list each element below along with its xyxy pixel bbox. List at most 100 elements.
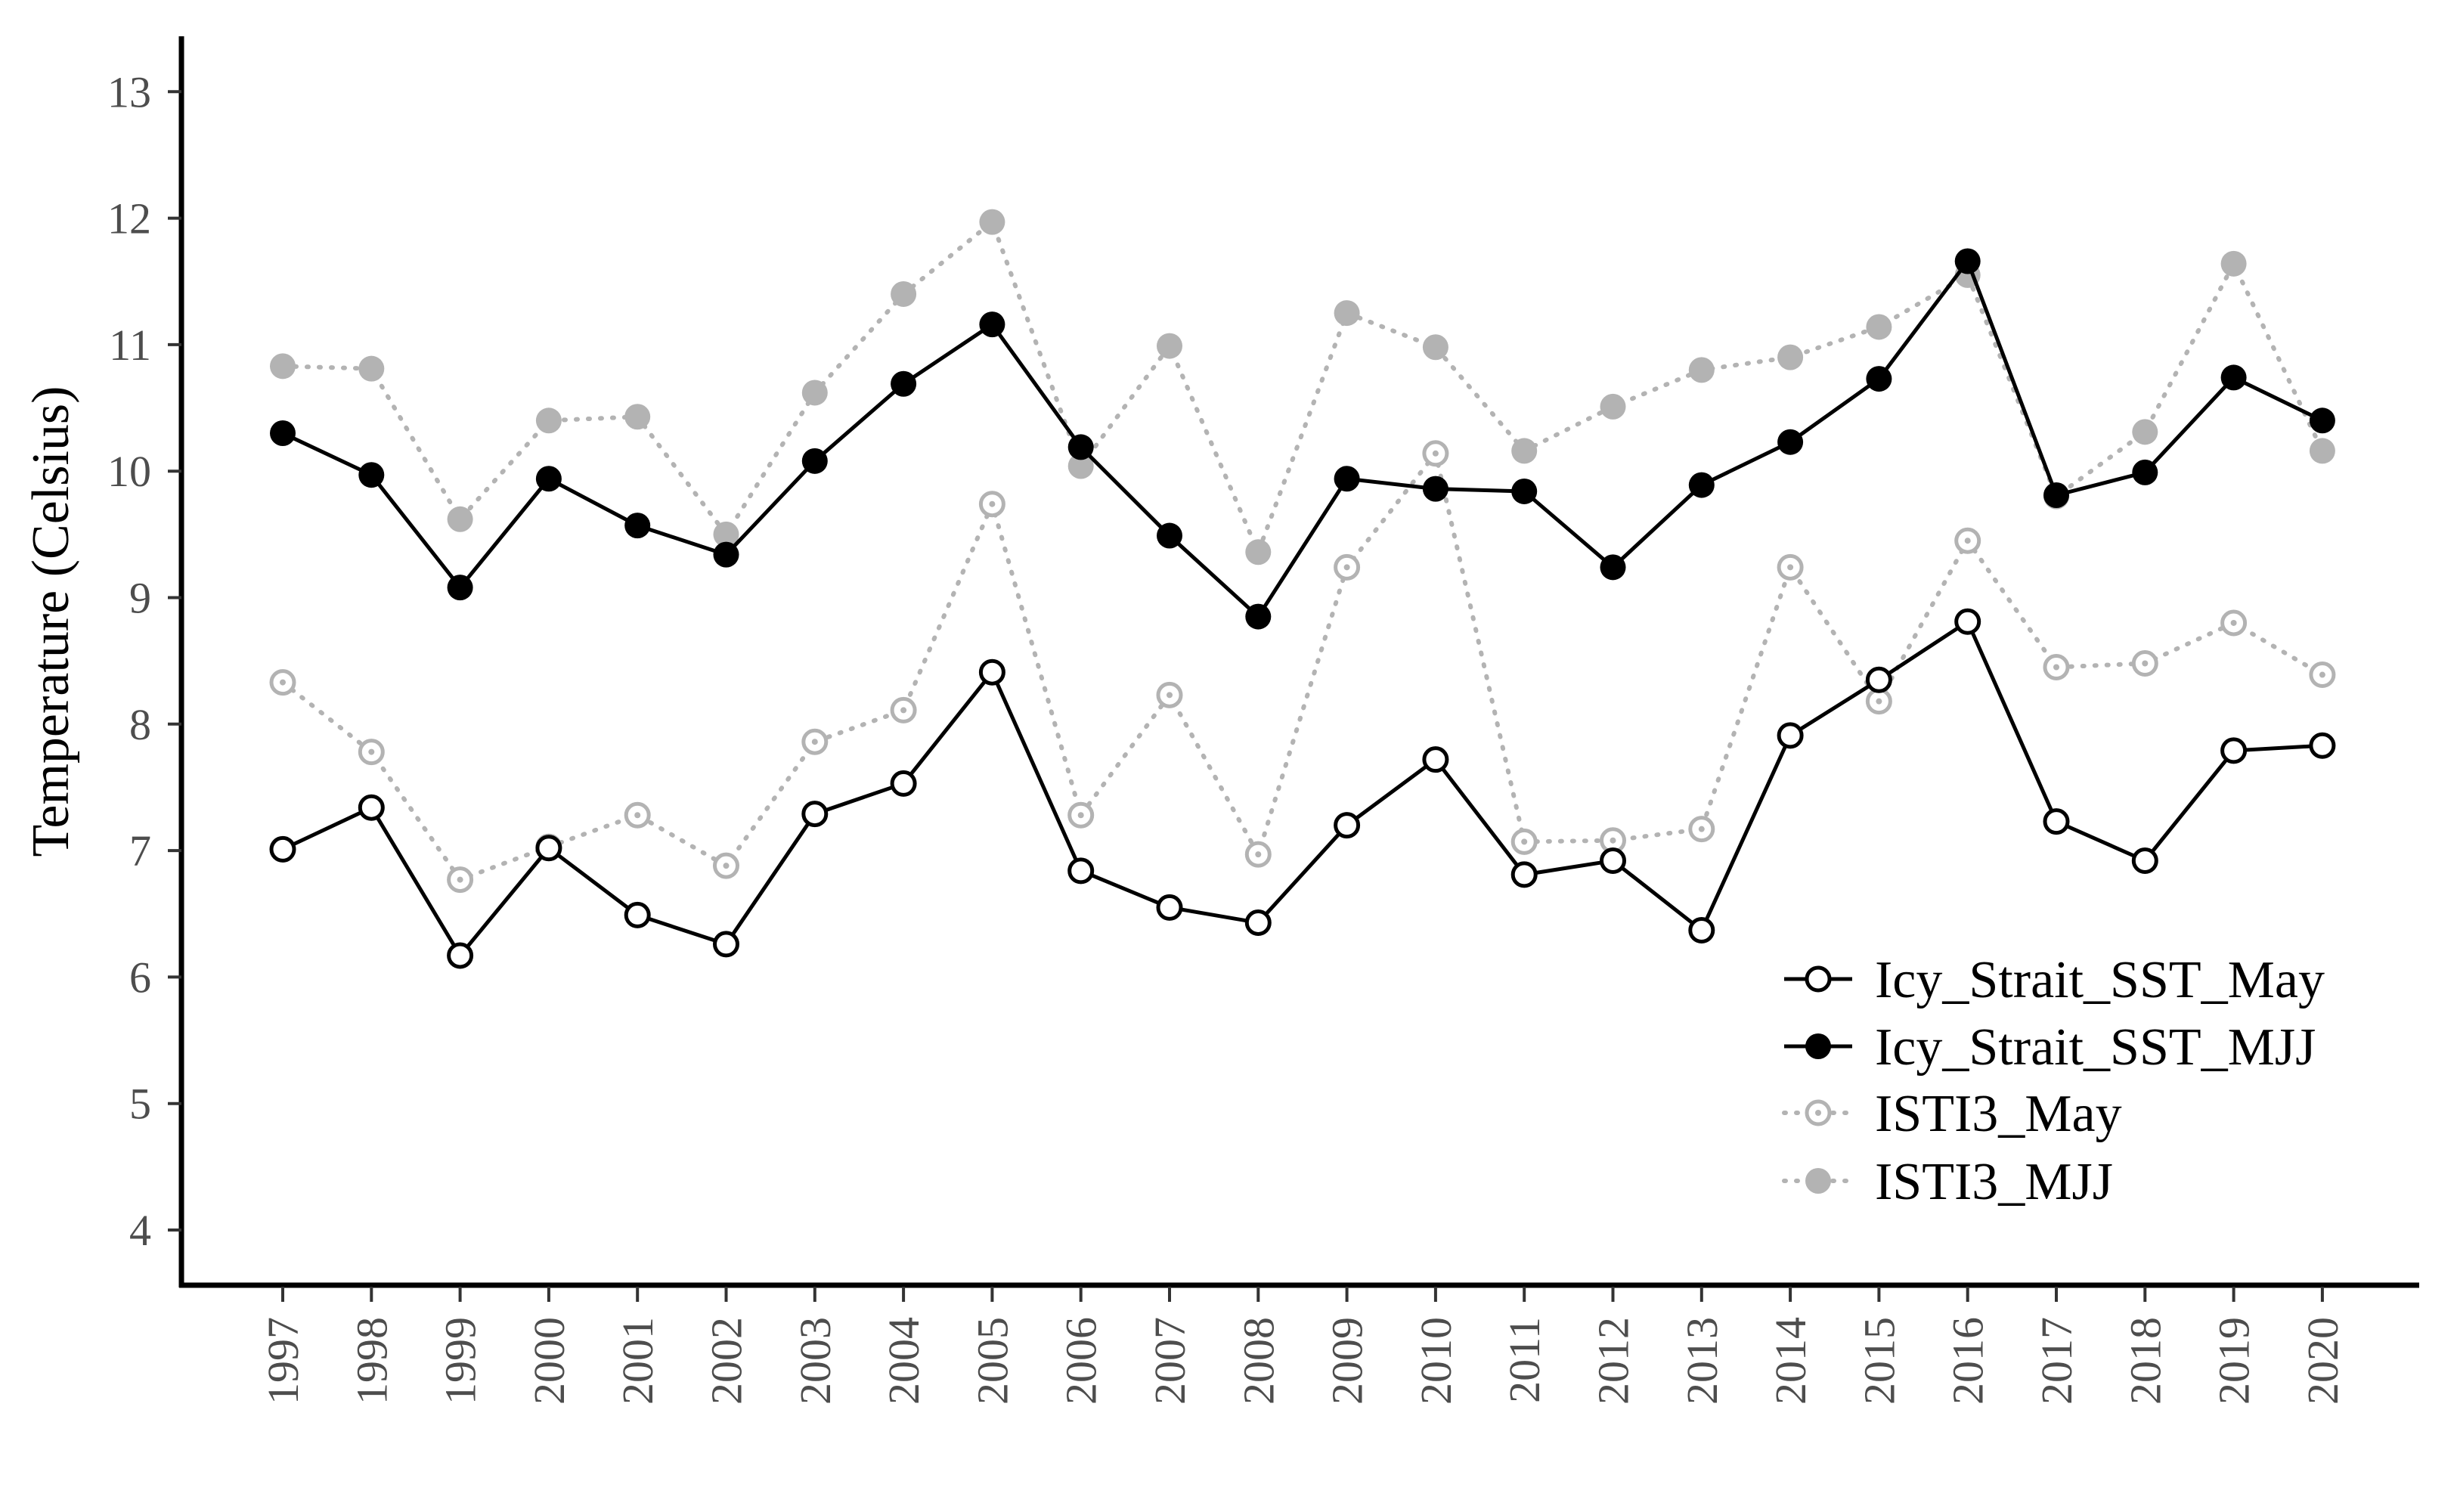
data-point-icy-strait-sst-mjj [270,420,296,447]
data-point-icy-strait-sst-may [269,835,296,863]
series-icy-strait-sst-mjj [270,248,2335,630]
legend-item-icy-strait-sst-mjj: Icy_Strait_SST_MJJ [1784,1018,2316,1077]
data-point-isti3-may [1688,816,1715,843]
data-point-isti3-mjj [1688,357,1715,383]
y-tick-label: 10 [107,447,151,496]
data-point-isti3-may [1510,828,1538,855]
y-tick-label: 8 [129,700,151,749]
data-point-isti3-may [978,491,1005,518]
data-point-icy-strait-sst-mjj [1511,478,1538,504]
data-point-icy-strait-sst-mjj [535,466,562,492]
data-point-icy-strait-sst-mjj [979,311,1005,338]
data-point-isti3-mjj [624,404,651,430]
legend-item-isti3-may: ISTI3_May [1782,1085,2122,1143]
data-point-isti3-mjj [891,280,917,307]
x-tick-label: 2001 [613,1317,662,1405]
data-point-isti3-may [1244,841,1272,868]
data-point-icy-strait-sst-mjj [1600,554,1626,581]
x-tick-label: 2017 [2032,1317,2081,1405]
data-point-isti3-may [1156,681,1183,708]
x-tick-label: 2005 [968,1317,1017,1405]
data-point-icy-strait-sst-mjj [2309,407,2335,434]
x-tick-label: 2012 [1589,1317,1638,1405]
data-point-icy-strait-sst-may [1244,909,1272,936]
data-point-isti3-may [1777,553,1804,581]
data-point-icy-strait-sst-may [1334,812,1361,839]
data-point-icy-strait-sst-mjj [624,513,651,539]
y-tick-label: 13 [107,67,151,116]
data-point-isti3-mjj [270,353,296,380]
legend-marker [1805,965,1832,993]
data-point-isti3-may [2043,654,2070,681]
data-point-icy-strait-sst-may [801,801,829,828]
x-tick-label: 2004 [879,1317,928,1405]
data-point-isti3-may [1865,688,1892,715]
data-point-isti3-may [269,669,296,696]
data-point-icy-strait-sst-mjj [1422,476,1448,502]
data-point-icy-strait-sst-may [2220,737,2248,764]
data-point-isti3-may [890,696,917,723]
data-point-isti3-may [1600,827,1626,854]
x-tick-label: 2007 [1145,1317,1194,1405]
x-tick-label: 2019 [2210,1317,2259,1405]
data-point-isti3-mjj [1067,453,1094,479]
data-point-icy-strait-sst-may [713,931,739,958]
x-tick-label: 2000 [525,1317,574,1405]
y-tick-label: 12 [107,194,151,243]
data-point-isti3-mjj [2309,438,2335,464]
data-point-icy-strait-sst-mjj [2043,482,2069,508]
data-point-icy-strait-sst-may [1777,722,1804,749]
x-tick-label: 2015 [1854,1317,1904,1405]
x-tick-label: 2013 [1678,1317,1727,1405]
data-point-isti3-may [1334,553,1361,581]
legend-item-isti3-mjj: ISTI3_MJJ [1782,1153,2113,1211]
y-tick-label: 7 [129,826,151,875]
data-point-icy-strait-sst-may [1510,861,1538,888]
x-tick-label: 2018 [2121,1317,2170,1405]
data-point-icy-strait-sst-mjj [891,370,917,397]
data-point-icy-strait-sst-mjj [2132,459,2158,485]
x-ticks: 1997 1998 1999 2000 2001 2002 2003 2004 2005 2006… [259,1287,2347,1405]
data-point-icy-strait-sst-may [447,942,474,969]
series-icy-strait-sst-may [269,608,2336,969]
data-point-icy-strait-sst-mjj [1954,248,1981,274]
data-point-icy-strait-sst-mjj [1334,466,1360,492]
y-tick-label: 11 [109,321,151,370]
data-point-icy-strait-sst-may [2309,732,2336,759]
y-tick-label: 9 [129,574,151,623]
x-tick-label: 1997 [259,1317,308,1405]
data-point-isti3-mjj [713,521,739,547]
x-tick-label: 1998 [347,1317,396,1405]
data-point-icy-strait-sst-may [978,658,1005,686]
data-point-icy-strait-sst-may [1865,666,1892,693]
data-point-icy-strait-sst-mjj [713,541,739,568]
data-point-icy-strait-sst-mjj [358,462,385,488]
legend-marker [1805,1033,1831,1059]
data-point-icy-strait-sst-mjj [2220,364,2247,391]
data-point-isti3-may [2131,649,2158,677]
legend-label: ISTI3_MJJ [1875,1153,2113,1211]
data-point-isti3-may [1067,801,1095,829]
data-point-isti3-may [624,801,651,829]
data-point-isti3-may [358,739,385,766]
x-tick-label: 2003 [791,1317,840,1405]
data-point-icy-strait-sst-mjj [1777,429,1804,455]
x-tick-label: 2014 [1766,1317,1815,1405]
data-point-isti3-may [1422,440,1449,467]
data-point-isti3-mjj [1245,539,1272,565]
data-point-icy-strait-sst-may [890,770,917,797]
data-point-isti3-may [447,866,474,894]
data-point-icy-strait-sst-mjj [1245,603,1272,630]
data-point-icy-strait-sst-mjj [1157,522,1182,549]
legend-marker [1805,1099,1832,1126]
x-tick-label: 2016 [1944,1317,1993,1405]
data-point-isti3-mjj [1422,334,1448,361]
x-tick-label: 2010 [1411,1317,1461,1405]
legend-item-icy-strait-sst-may: Icy_Strait_SST_May [1784,951,2325,1009]
data-point-isti3-mjj [801,380,828,406]
data-point-isti3-mjj [1866,314,1892,340]
data-point-isti3-mjj [1157,333,1182,359]
data-point-isti3-mjj [2132,419,2158,445]
data-point-isti3-mjj [1511,438,1538,464]
